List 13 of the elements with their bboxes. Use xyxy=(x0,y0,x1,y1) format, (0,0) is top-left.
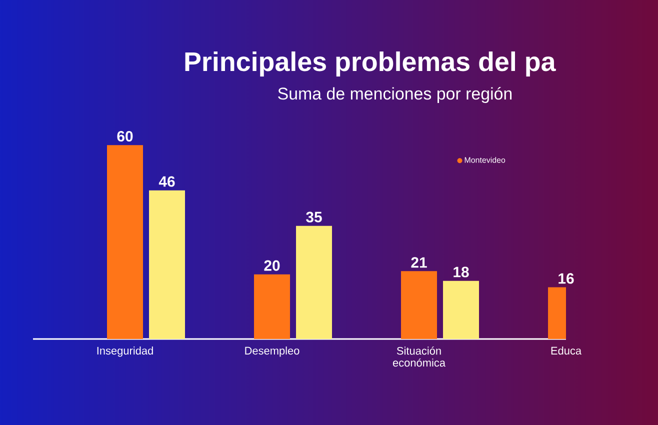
data-label: 20 xyxy=(264,260,280,271)
data-label: 21 xyxy=(411,257,427,268)
x-tick-label: Educa xyxy=(551,346,582,355)
data-label: 35 xyxy=(306,212,322,222)
data-label: 18 xyxy=(454,266,469,278)
x-tick-label: Situación económica xyxy=(392,346,446,367)
chart-title: Principales problemas del pa xyxy=(185,51,556,77)
x-tick-label: Inseguridad xyxy=(97,346,153,357)
x-tick-label: Desempleo xyxy=(245,346,300,357)
data-label: 46 xyxy=(158,176,175,187)
chart-subtitle: Suma de menciones por región xyxy=(278,87,512,103)
data-label: 16 xyxy=(558,273,574,284)
data-label: 60 xyxy=(117,130,133,142)
